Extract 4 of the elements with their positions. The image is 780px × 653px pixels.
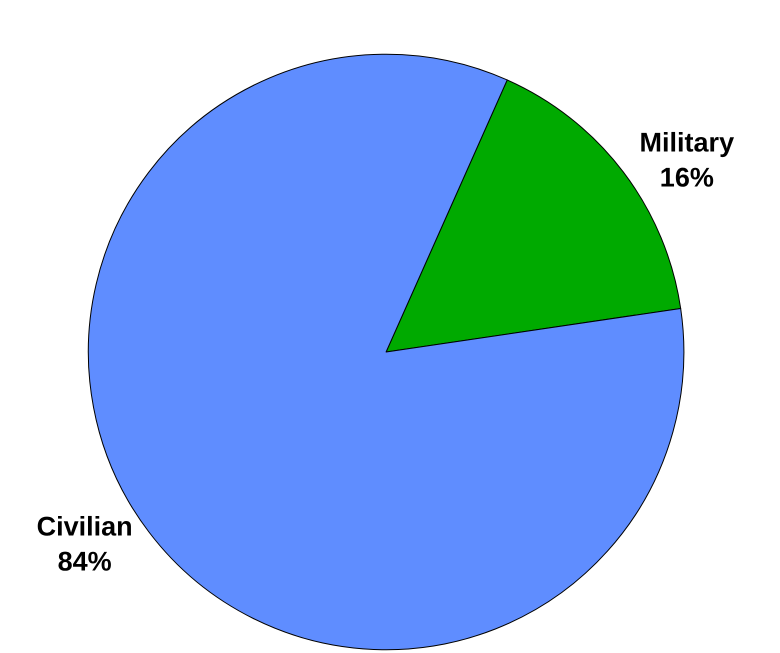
data-label: 16%: [660, 162, 714, 193]
data-label: 84%: [58, 546, 112, 576]
slice-label: Military: [640, 127, 734, 158]
slice-label: Civilian: [36, 511, 133, 542]
